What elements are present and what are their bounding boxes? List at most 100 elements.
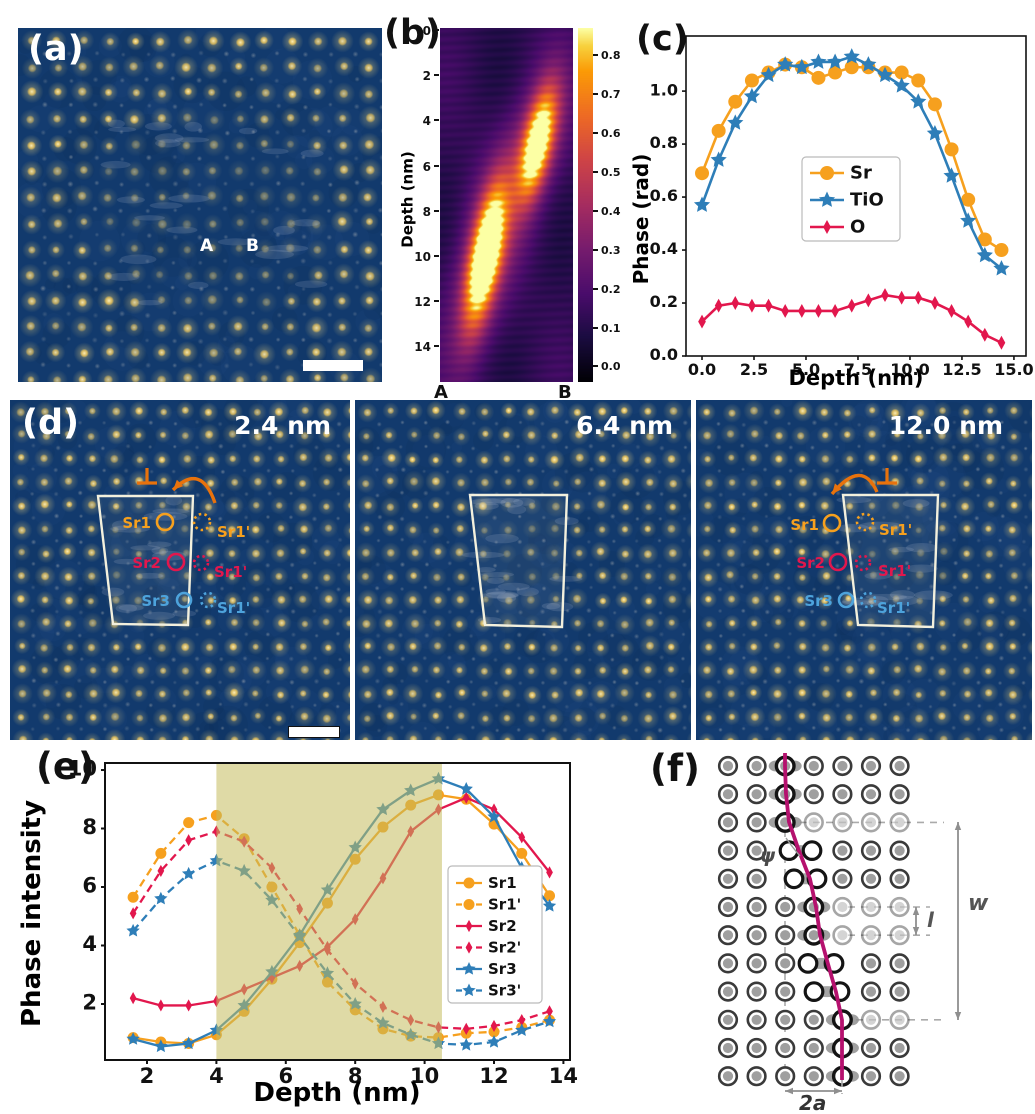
- atom-core: [865, 789, 877, 800]
- tick-label: 4: [422, 114, 431, 129]
- atom-smear: [843, 1070, 859, 1082]
- split-atom-ring: [778, 840, 800, 861]
- atom-smear: [786, 760, 802, 772]
- atom-ring: [889, 1037, 910, 1059]
- atom-core: [722, 901, 734, 913]
- tick-label: 0.2: [601, 282, 621, 296]
- atom-ring: [860, 953, 882, 974]
- atom-ring: [746, 1066, 767, 1087]
- atom-ring: [803, 784, 824, 805]
- atom-core: [837, 901, 848, 913]
- atom-core: [894, 986, 905, 997]
- atom-ring: [860, 1037, 882, 1059]
- atom-core: [780, 1014, 791, 1025]
- atom-core: [751, 930, 762, 941]
- atom-core: [751, 845, 762, 856]
- atom-ring: [717, 1066, 739, 1087]
- atom-ring: [889, 925, 910, 946]
- phase-intensity-chart: [10, 745, 610, 1114]
- atom-core: [894, 760, 905, 772]
- atom-core: [751, 789, 762, 800]
- l-label: l: [927, 908, 935, 932]
- tick-mark: [593, 248, 598, 251]
- tick-mark: [434, 345, 439, 348]
- atom-ring: [832, 755, 853, 777]
- atom-ring: [860, 925, 882, 946]
- atom-core: [780, 958, 791, 969]
- atom-ring: [746, 784, 767, 805]
- atom-ring: [746, 981, 767, 1002]
- atom-ring: [860, 981, 882, 1002]
- atom-ring: [717, 812, 739, 833]
- stem-image-d-6_4nm: [355, 400, 691, 740]
- measure-arrow-head: [954, 822, 962, 830]
- atom-ring: [832, 896, 853, 918]
- b-xlabel-b: B: [558, 382, 572, 403]
- atom-smear: [768, 816, 784, 828]
- tick-label: 2: [422, 69, 431, 84]
- atom-core: [837, 873, 848, 884]
- atom-smear: [786, 788, 802, 800]
- atom-core: [894, 845, 905, 856]
- depth-heatmap: [440, 28, 573, 382]
- panel-a-label: (a): [28, 29, 84, 69]
- atom-core: [894, 1014, 905, 1025]
- atom-smear: [843, 1042, 859, 1054]
- atom-core: [722, 930, 734, 941]
- point-b-label: B: [246, 236, 259, 256]
- atom-core: [894, 930, 905, 941]
- tick-label: 0.4: [601, 204, 621, 218]
- atom-core: [894, 901, 905, 913]
- atom-ring: [775, 1066, 796, 1087]
- tick-label: 0.5: [601, 165, 621, 179]
- panel-d-label: (d): [22, 403, 80, 443]
- tick-label: 0.1: [601, 321, 621, 335]
- split-atom-ring: [806, 868, 828, 890]
- atom-core: [751, 958, 762, 969]
- atom-smear: [790, 873, 821, 885]
- atom-core: [722, 986, 734, 997]
- split-atom-ring: [801, 840, 823, 861]
- atom-core: [722, 817, 734, 828]
- atom-ring: [746, 896, 767, 918]
- atom-ring: [746, 953, 767, 974]
- tick-label: 10: [414, 250, 431, 264]
- dislocation-line: [783, 753, 844, 1080]
- atom-ring: [860, 1009, 882, 1030]
- atom-core: [751, 817, 762, 828]
- atom-smear: [797, 901, 813, 913]
- atom-smear: [815, 929, 831, 941]
- atom-ring: [775, 953, 796, 974]
- tick-mark: [593, 326, 598, 329]
- b-xlabel-a: A: [434, 382, 448, 403]
- atom-ring: [860, 840, 882, 861]
- tick-mark: [434, 29, 439, 31]
- atom-smear: [843, 1014, 859, 1026]
- atom-ring: [775, 925, 796, 946]
- atom-ring: [803, 1009, 824, 1030]
- atom-core: [751, 1042, 762, 1054]
- measure-arrow-head: [785, 1087, 793, 1095]
- panel-c-label: (c): [636, 19, 689, 59]
- atom-core: [780, 760, 791, 772]
- atom-ring: [832, 925, 853, 946]
- atom-ring: [860, 868, 882, 889]
- atom-ring: [803, 812, 824, 833]
- atom-core: [808, 760, 819, 772]
- atom-ring: [717, 1009, 739, 1030]
- atom-core: [722, 958, 734, 969]
- atom-core: [837, 930, 848, 941]
- split-atom-ring: [797, 953, 819, 974]
- tick-label: 0.6: [601, 127, 621, 141]
- tick-mark: [593, 170, 598, 173]
- atom-core: [722, 873, 734, 884]
- tick-label: 0.8: [601, 49, 621, 63]
- atom-core: [751, 901, 762, 913]
- tick-mark: [593, 209, 598, 212]
- atom-core: [865, 845, 877, 856]
- atom-core: [865, 930, 877, 941]
- atom-ring: [889, 1066, 910, 1087]
- tick-mark: [593, 287, 598, 290]
- atom-ring: [889, 953, 910, 974]
- atom-smear: [815, 901, 831, 913]
